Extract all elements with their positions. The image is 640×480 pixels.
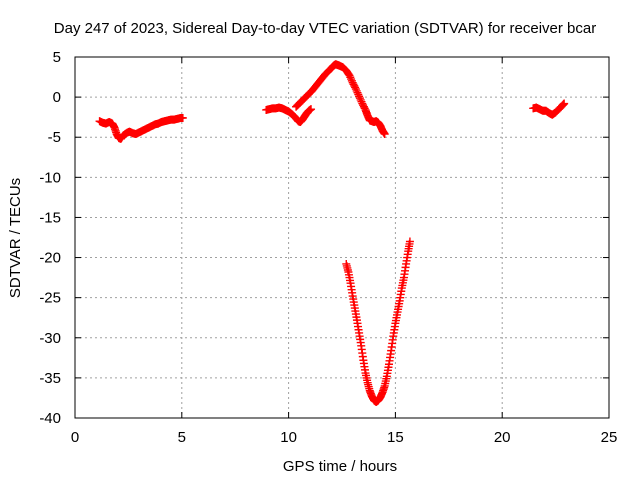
data-point-marker [357,97,366,106]
data-point-marker [355,94,364,103]
x-tick-label: 20 [494,429,511,446]
data-point-marker [347,76,356,85]
data-point-marker [560,99,569,108]
x-tick-label: 0 [71,429,79,446]
plot-frame [74,56,610,419]
data-point-marker [345,71,354,80]
data-points [95,60,569,406]
x-tick-label: 15 [387,429,404,446]
x-tick-label: 10 [280,429,297,446]
data-point-marker [405,237,414,246]
data-point-marker [347,75,356,84]
y-tick-label: -30 [39,330,61,347]
y-tick-label: -20 [39,250,61,267]
y-tick-label: -5 [48,129,61,146]
data-series-3 [292,60,389,139]
x-tick-labels: 0 5 10 15 20 25 [71,429,618,446]
data-point-marker [354,90,363,99]
grid [75,57,609,418]
y-axis-label: SDTVAR / TECUs [7,178,24,298]
data-point-marker [353,88,362,97]
data-point-marker [346,73,355,82]
x-tick-label: 5 [178,429,186,446]
data-point-marker [356,95,365,104]
data-point-marker [355,92,364,101]
y-tick-label: -10 [39,169,61,186]
axis-ticks [74,56,610,419]
x-axis-label: GPS time / hours [283,458,397,475]
data-series-5 [529,99,569,119]
y-tick-label: -35 [39,370,61,387]
y-tick-label: -15 [39,209,61,226]
data-point-marker [307,105,316,114]
data-point-marker [380,130,389,139]
y-tick-label: 5 [53,49,61,66]
y-tick-label: -40 [39,410,61,427]
data-series-1 [95,113,187,143]
data-series-4 [342,237,414,406]
data-point-marker [351,83,360,92]
data-point-marker [351,85,360,94]
chart-title: Day 247 of 2023, Sidereal Day-to-day VTE… [54,20,596,37]
data-point-marker [352,86,361,95]
y-tick-label: -25 [39,290,61,307]
data-point-marker [178,113,187,122]
y-tick-labels: 5 0 -5 -10 -15 -20 -25 -30 -35 -40 [39,49,61,427]
y-tick-label: 0 [53,89,61,106]
x-tick-label: 25 [601,429,618,446]
data-series-2 [262,103,316,126]
